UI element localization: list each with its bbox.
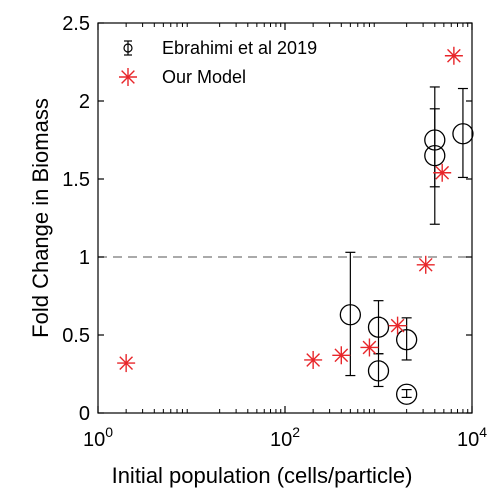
circle-marker [452,123,474,145]
model-point-0 [117,354,136,373]
y-tick-label: 2.5 [62,13,90,35]
model-point-6 [433,163,452,182]
asterisk-stroke [390,318,405,333]
y-tick-label: 1 [79,247,90,269]
x-tick-exponent: 4 [479,424,487,440]
x-tick-label: 100 [83,424,113,451]
circle-marker [339,304,362,326]
model-point-3 [360,338,379,357]
asterisk-stroke [362,340,377,355]
asterisk-stroke [418,257,433,272]
circle-marker [395,383,418,405]
y-tick-label: 0.5 [62,325,90,347]
asterisk-stroke [435,165,450,180]
y-tick-label: 0 [79,403,90,425]
model-point-7 [444,46,463,65]
ebrahimi-point-3 [395,317,418,361]
asterisk-stroke [121,70,135,84]
ebrahimi-point-0 [339,251,362,377]
model-point-1 [304,350,323,369]
x-tick-label: 102 [270,424,300,451]
x-tick-exponent: 2 [292,424,300,440]
asterisk-stroke [119,356,134,370]
y-axis-title: Fold Change in Biomass [28,98,53,338]
ebrahimi-point-2 [367,353,390,388]
plot-frame [97,22,473,414]
axes [97,22,473,414]
asterisk-stroke [334,348,349,363]
asterisk-stroke [306,353,321,367]
circle-marker [424,144,446,167]
model-point-5 [416,255,435,274]
x-axis-title: Initial population (cells/particle) [112,463,413,488]
y-tick-label: 2 [79,91,90,113]
legend-label-model: Our Model [162,67,246,87]
legend-label-ebrahimi: Ebrahimi et al 2019 [162,38,317,58]
asterisk-stroke [447,48,461,63]
circle-marker [395,329,418,351]
x-tick-label: 104 [457,424,487,451]
y-tick-label: 1.5 [62,169,90,191]
data-marks [117,46,474,405]
legend-asterisk-glyph [119,68,137,86]
legend-circle-marker [123,43,133,53]
circle-marker [367,360,390,382]
circle-marker [367,316,390,338]
model-point-4 [388,316,407,335]
ebrahimi-point-7 [452,87,474,179]
legend: Ebrahimi et al 2019 Our Model [119,38,317,87]
x-tick-exponent: 0 [105,424,113,440]
ebrahimi-point-6 [424,108,446,225]
ebrahimi-point-4 [395,383,418,405]
legend-asterisk-marker [119,68,137,86]
model-point-2 [332,346,351,365]
